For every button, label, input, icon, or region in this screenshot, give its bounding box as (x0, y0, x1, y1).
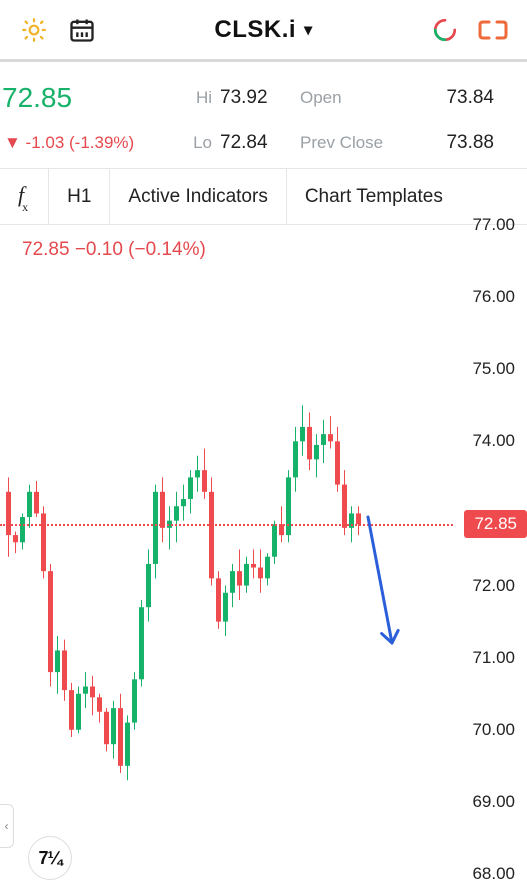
fx-icon: fx (18, 182, 30, 211)
y-tick-label: 74.00 (472, 431, 515, 451)
hi-value: 73.92 (220, 87, 300, 109)
prev-close-label: Prev Close (300, 133, 420, 153)
expand-left-tab[interactable]: ‹ (0, 804, 14, 848)
y-tick-label: 69.00 (472, 792, 515, 812)
annotation-arrow (0, 225, 453, 874)
top-bar: CLSK.i ▾ (0, 0, 527, 62)
y-tick-label: 71.00 (472, 648, 515, 668)
active-indicators-button[interactable]: Active Indicators (110, 169, 286, 224)
y-tick-label: 75.00 (472, 359, 515, 379)
y-tick-label: 77.00 (472, 215, 515, 235)
price-change: ▼ -1.03 (-1.39%) (0, 133, 170, 153)
y-axis[interactable]: 77.0076.0075.0074.0072.0071.0070.0069.00… (453, 225, 527, 874)
calendar-icon[interactable] (62, 10, 102, 50)
quote-panel: 72.85 Hi 73.92 Open 73.84 ▼ -1.03 (-1.39… (0, 62, 527, 169)
symbol-text: CLSK.i (214, 16, 296, 44)
theme-sun-icon[interactable] (14, 10, 54, 50)
y-tick-label: 70.00 (472, 720, 515, 740)
prev-close-value: 73.88 (420, 132, 510, 154)
timeframe-button[interactable]: H1 (49, 169, 110, 224)
last-price: 72.85 (0, 82, 170, 114)
chart-area[interactable]: 72.85 −0.10 (−0.14%) 72.85 77.0076.0075.… (0, 225, 527, 874)
chevron-down-icon: ▾ (304, 20, 313, 40)
chart-toolbar: fx H1 Active Indicators Chart Templates (0, 169, 527, 225)
fullscreen-icon[interactable] (473, 10, 513, 50)
symbol-selector[interactable]: CLSK.i ▾ (110, 16, 417, 44)
hi-label: Hi (170, 88, 220, 108)
open-value: 73.84 (420, 87, 510, 109)
lo-value: 72.84 (220, 132, 300, 154)
lo-label: Lo (170, 133, 220, 153)
indicators-fx-button[interactable]: fx (0, 169, 49, 224)
open-label: Open (300, 88, 420, 108)
y-tick-label: 76.00 (472, 287, 515, 307)
current-price-tag: 72.85 (464, 510, 527, 538)
tradingview-badge-icon[interactable]: 7¼ (28, 836, 72, 880)
y-tick-label: 68.00 (472, 864, 515, 884)
y-tick-label: 72.00 (472, 576, 515, 596)
chart-ohlc-overlay: 72.85 −0.10 (−0.14%) (22, 239, 206, 261)
refresh-icon[interactable] (425, 10, 465, 50)
